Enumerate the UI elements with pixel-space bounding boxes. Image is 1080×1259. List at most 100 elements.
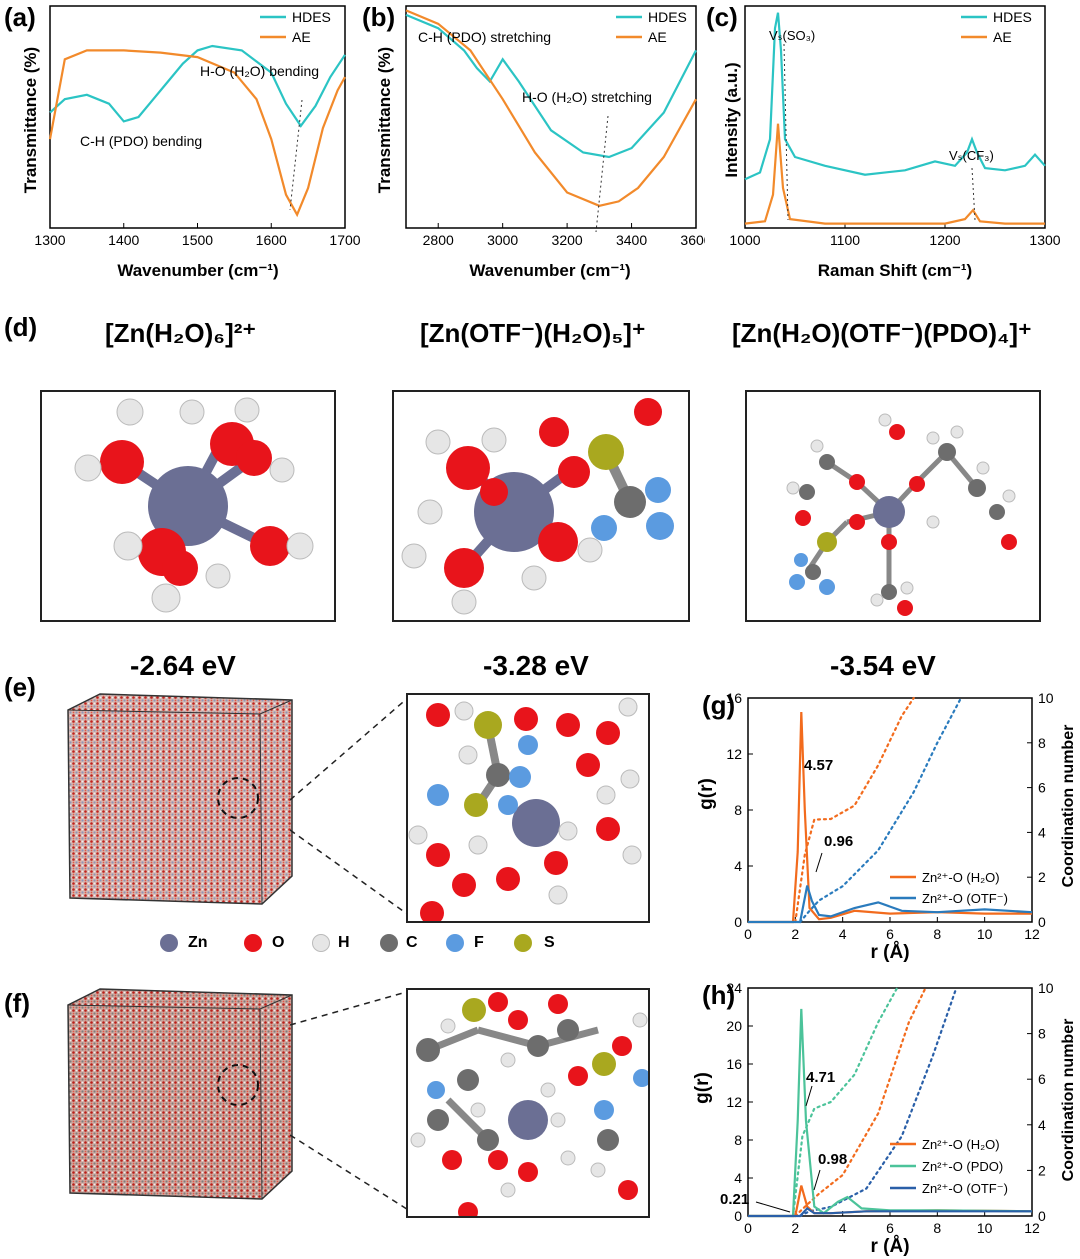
chart-h-legend-h2o: Zn²⁺-O (H₂O) [922, 1137, 1000, 1152]
chart-h-xtick-label: 2 [791, 1220, 799, 1236]
chart-h-ytick-label: 16 [726, 1056, 742, 1072]
chart-h-ytick-label: 12 [726, 1094, 742, 1110]
chart-g-xtick-label: 0 [744, 926, 752, 942]
atom-label-f: F [474, 934, 484, 951]
chart-a-legend-ae: AE [292, 29, 311, 45]
chart-b-xtick-label: 3000 [487, 232, 518, 248]
chart-g-y2tick-label: 6 [1038, 780, 1046, 796]
panel-label-h: (h) [702, 980, 736, 1010]
chart-h-y2tick-label: 4 [1038, 1117, 1046, 1133]
chart-h-xtick-label: 12 [1024, 1220, 1040, 1236]
chart-g-legend-otf: Zn²⁺-O (OTF⁻) [922, 891, 1008, 906]
chart-g-series-line [748, 885, 1033, 924]
chart-g-annot-096: 0.96 [824, 833, 853, 850]
chart-c-xtick-label: 1300 [1029, 232, 1060, 248]
molecule-zn-otf-h2o5 [401, 398, 674, 615]
chart-b-legend-ae: AE [648, 29, 667, 45]
chart-h-y2tick-label: 2 [1038, 1162, 1046, 1178]
energy-2: -3.28 eV [483, 650, 589, 681]
chart-g-ytick-label: 16 [726, 690, 742, 706]
chart-b-xtick-label: 3600 [680, 232, 705, 248]
md-box-e [67, 693, 293, 905]
chart-c-ylabel: Intensity (a.u.) [722, 62, 741, 177]
chart-h-y2tick-label: 6 [1038, 1071, 1046, 1087]
chart-c-xtick-label: 1000 [729, 232, 760, 248]
zoom-structure-f [410, 992, 648, 1216]
panel-label-b: (b) [362, 2, 396, 32]
chart-h-series-line [748, 1206, 1032, 1218]
chart-h-ytick-label: 4 [734, 1170, 742, 1186]
chart-a-annot-top: H-O (H₂O) bending [200, 63, 319, 79]
chart-g-xtick-label: 6 [886, 926, 894, 942]
zoom-structure-e [408, 697, 642, 921]
chart-b-guide-line [595, 115, 609, 233]
chart-h-y2label: Coordination number [1060, 1019, 1077, 1182]
chart-a-xtick-label: 1400 [108, 232, 139, 248]
zoom-lines-f [290, 990, 410, 1212]
chart-h-annot-471: 4.71 [806, 1069, 835, 1086]
chart-g-ytick-label: 8 [734, 802, 742, 818]
chart-c-guide-cf3 [971, 167, 976, 221]
chart-a-guide-line [289, 99, 303, 211]
chart-c-annot-cf3: Vₛ(CF₃) [949, 148, 994, 163]
chart-b-series-line [405, 9, 697, 207]
panel-label-g: (g) [702, 690, 736, 720]
panel-label-c: (c) [706, 2, 738, 32]
structure-box-3 [745, 390, 1041, 622]
chart-h-xlabel: r (Å) [870, 1236, 909, 1257]
panel-label-e: (e) [4, 672, 36, 702]
chart-h-xtick-label: 6 [886, 1220, 894, 1236]
structure-title-3: [Zn(H₂O)(OTF⁻)(PDO)₄]⁺ [732, 318, 1032, 348]
chart-c-xtick-label: 1200 [929, 232, 960, 248]
chart-c-xlabel: Raman Shift (cm⁻¹) [818, 261, 972, 280]
chart-g-y2tick-label: 8 [1038, 735, 1046, 751]
chart-g-y2label: Coordination number [1060, 725, 1077, 888]
chart-a-xtick-label: 1300 [34, 232, 65, 248]
structure-title-1: [Zn(H₂O)₆]²⁺ [105, 318, 257, 348]
atom-swatch-o [244, 934, 262, 952]
chart-h-xtick-label: 0 [744, 1220, 752, 1236]
molecule-zn-h2o-otf-pdo4 [786, 413, 1017, 616]
chart-g-y2tick-label: 0 [1038, 914, 1046, 930]
panel-label-a: (a) [4, 2, 36, 32]
chart-c-legend-ae: AE [993, 29, 1012, 45]
chart-a-xtick-label: 1600 [256, 232, 287, 248]
chart-c-frame [744, 5, 1046, 229]
chart-b-legend-hdes: HDES [648, 9, 687, 25]
chart-g-xtick-label: 4 [839, 926, 847, 942]
chart-g-xtick-label: 2 [791, 926, 799, 942]
chart-g-ytick-label: 0 [734, 914, 742, 930]
chart-g-xtick-label: 10 [977, 926, 993, 942]
chart-h-cn-line [794, 986, 927, 1218]
chart-g-frame [747, 697, 1033, 923]
chart-c: 1000 1100 1200 1300 Raman Shift (cm⁻¹) Inte… [722, 5, 1061, 280]
chart-g-annot-457: 4.57 [804, 757, 833, 774]
atom-swatch-h [312, 934, 330, 952]
atom-label-h: H [338, 934, 350, 951]
chart-h-xtick-label: 8 [933, 1220, 941, 1236]
chart-c-xtick-label: 1100 [830, 232, 860, 248]
chart-h-legend-otf: Zn²⁺-O (OTF⁻) [922, 1181, 1008, 1196]
chart-h-y2tick-label: 8 [1038, 1026, 1046, 1042]
panel-label-f: (f) [4, 988, 30, 1018]
zoom-lines-e [290, 695, 410, 917]
molecule-zn-h2o6 [74, 397, 314, 613]
chart-g-y2tick-label: 4 [1038, 824, 1046, 840]
chart-a-series-line [48, 49, 346, 218]
chart-b-xlabel: Wavenumber (cm⁻¹) [469, 261, 630, 280]
chart-c-series-line [744, 123, 1045, 225]
chart-b-annot-top: C-H (PDO) stretching [418, 29, 551, 45]
chart-b-annot-bottom: H-O (H₂O) stretching [522, 89, 652, 105]
chart-a-ylabel: Transmittance (%) [21, 47, 40, 193]
energy-3: -3.54 eV [830, 650, 936, 681]
atom-swatch-zn [160, 934, 178, 952]
chart-g-ylabel: g(r) [696, 778, 717, 810]
chart-g-xtick-label: 8 [933, 926, 941, 942]
structure-box-1 [40, 390, 336, 622]
chart-h-y2tick-label: 10 [1038, 980, 1054, 996]
chart-a-xlabel: Wavenumber (cm⁻¹) [117, 261, 278, 280]
chart-h-cn-line [791, 986, 899, 1218]
chart-h-ytick-label: 24 [726, 980, 742, 996]
